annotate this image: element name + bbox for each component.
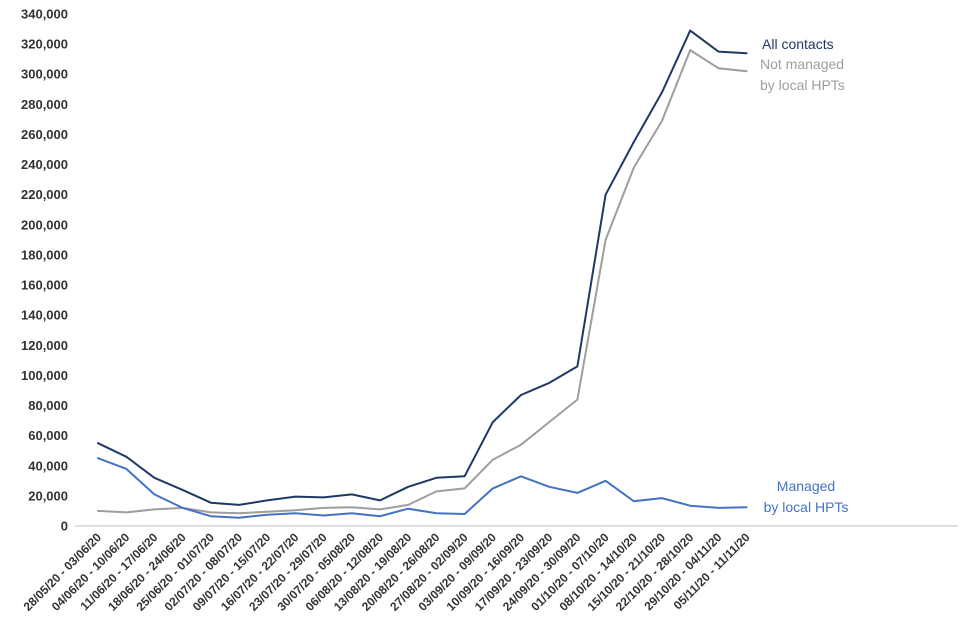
y-tick-label: 0 [61, 519, 68, 534]
y-tick-label: 320,000 [21, 37, 68, 52]
series-label-managed: Managed by local HPTs [764, 478, 849, 515]
y-tick-label: 140,000 [21, 308, 68, 323]
y-tick-label: 120,000 [21, 338, 68, 353]
y-tick-label: 20,000 [28, 488, 68, 503]
series-lines [97, 29, 748, 519]
y-tick-label: 100,000 [21, 368, 68, 383]
series-line-not_managed [97, 49, 748, 515]
y-tick-label: 220,000 [21, 187, 68, 202]
series-label-line: by local HPTs [764, 499, 849, 515]
y-tick-label: 160,000 [21, 278, 68, 293]
series-label-line: Managed [777, 478, 835, 494]
y-tick-label: 200,000 [21, 217, 68, 232]
y-tick-label: 60,000 [28, 428, 68, 443]
y-axis-ticks: 0 20,000 40,000 60,000 80,000 100,000 120,000 1… [21, 7, 68, 534]
y-tick-label: 80,000 [28, 398, 68, 413]
y-tick-label: 180,000 [21, 247, 68, 262]
y-tick-label: 300,000 [21, 67, 68, 82]
y-tick-label: 340,000 [21, 7, 68, 22]
series-label-all: All contacts [762, 36, 834, 52]
y-tick-label: 240,000 [21, 157, 68, 172]
y-tick-label: 280,000 [21, 97, 68, 112]
y-tick-label: 260,000 [21, 127, 68, 142]
series-label-line: by local HPTs [760, 77, 845, 93]
series-label-not_managed: Not managed by local HPTs [760, 56, 845, 93]
y-tick-label: 40,000 [28, 458, 68, 473]
series-line-managed [97, 457, 748, 519]
series-line-all [97, 29, 748, 506]
series-label-line: All contacts [762, 36, 834, 52]
series-label-line: Not managed [760, 56, 844, 72]
